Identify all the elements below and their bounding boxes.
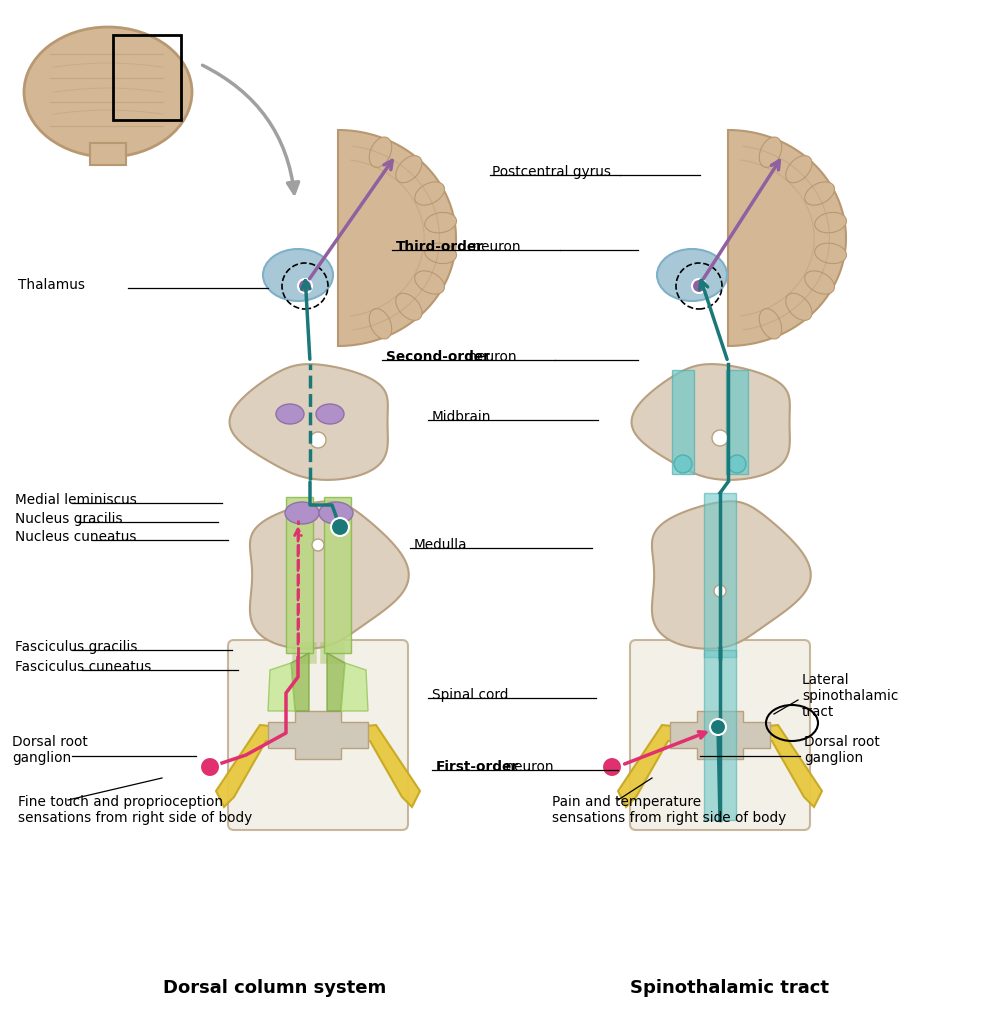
Text: First-order: First-order [436, 760, 519, 774]
Bar [704, 493, 736, 657]
Ellipse shape [425, 212, 456, 232]
Bar [704, 650, 736, 820]
Ellipse shape [415, 182, 444, 205]
Ellipse shape [805, 182, 834, 205]
Circle shape [298, 279, 312, 293]
Polygon shape [250, 502, 409, 649]
Ellipse shape [815, 212, 846, 232]
Circle shape [674, 455, 692, 473]
Text: Pain and temperature
sensations from right side of body: Pain and temperature sensations from rig… [552, 795, 786, 825]
Polygon shape [291, 653, 309, 711]
Ellipse shape [369, 137, 392, 167]
Circle shape [602, 757, 622, 777]
Circle shape [310, 432, 326, 449]
Text: Second-order: Second-order [386, 350, 490, 364]
Polygon shape [268, 711, 368, 759]
Text: Medial leminiscus: Medial leminiscus [15, 493, 137, 507]
Text: Medulla: Medulla [414, 538, 468, 552]
Polygon shape [230, 365, 388, 480]
Text: Dorsal column system: Dorsal column system [163, 979, 387, 997]
Polygon shape [341, 663, 368, 711]
Text: Fine touch and proprioception
sensations from right side of body: Fine touch and proprioception sensations… [18, 795, 252, 825]
Text: Fasciculus cuneatus: Fasciculus cuneatus [15, 660, 151, 674]
Text: Thalamus: Thalamus [18, 278, 85, 292]
Polygon shape [728, 130, 846, 346]
Ellipse shape [786, 156, 812, 182]
Circle shape [710, 719, 726, 735]
Ellipse shape [276, 404, 304, 424]
Text: Dorsal root
ganglion: Dorsal root ganglion [804, 735, 880, 765]
Ellipse shape [425, 243, 456, 263]
Text: neuron: neuron [468, 240, 521, 254]
Ellipse shape [319, 502, 353, 524]
Circle shape [312, 539, 324, 551]
Ellipse shape [657, 249, 727, 301]
Ellipse shape [805, 271, 834, 294]
Polygon shape [327, 653, 345, 711]
Polygon shape [268, 663, 295, 711]
Ellipse shape [759, 137, 782, 167]
Ellipse shape [415, 271, 444, 294]
Circle shape [712, 430, 728, 446]
Text: Dorsal root
ganglion: Dorsal root ganglion [12, 735, 88, 765]
Ellipse shape [24, 27, 192, 157]
Bar [672, 370, 694, 474]
Bar [90, 143, 126, 165]
Text: Spinal cord: Spinal cord [432, 688, 508, 702]
Polygon shape [670, 711, 770, 759]
Bar [113, 35, 181, 120]
Ellipse shape [396, 293, 422, 321]
Bar [286, 497, 313, 653]
Text: Fasciculus gracilis: Fasciculus gracilis [15, 640, 138, 654]
FancyBboxPatch shape [228, 640, 408, 830]
Polygon shape [652, 502, 811, 649]
Circle shape [714, 585, 726, 597]
Ellipse shape [285, 502, 319, 524]
Ellipse shape [815, 243, 846, 263]
Bar [726, 370, 748, 474]
Text: Midbrain: Midbrain [432, 410, 492, 424]
Text: Spinothalamic tract: Spinothalamic tract [631, 979, 830, 997]
Text: neuron: neuron [464, 350, 517, 364]
Circle shape [728, 455, 746, 473]
Ellipse shape [316, 404, 344, 424]
Polygon shape [618, 725, 822, 807]
Polygon shape [216, 725, 420, 807]
Ellipse shape [263, 249, 333, 301]
Circle shape [331, 518, 349, 536]
Circle shape [200, 757, 220, 777]
Polygon shape [632, 365, 790, 480]
Bar [324, 497, 351, 653]
Text: neuron: neuron [501, 760, 554, 774]
Text: Nucleus gracilis: Nucleus gracilis [15, 512, 123, 526]
Ellipse shape [369, 308, 392, 339]
Polygon shape [338, 130, 456, 346]
Text: Lateral
spinothalamic
tract: Lateral spinothalamic tract [802, 673, 898, 719]
Text: Third-order: Third-order [396, 240, 484, 254]
Ellipse shape [759, 308, 782, 339]
Text: Nucleus cuneatus: Nucleus cuneatus [15, 530, 136, 544]
Text: Postcentral gyrus: Postcentral gyrus [492, 165, 611, 179]
Circle shape [692, 279, 706, 293]
Ellipse shape [396, 156, 422, 182]
Ellipse shape [786, 293, 812, 321]
FancyBboxPatch shape [630, 640, 810, 830]
